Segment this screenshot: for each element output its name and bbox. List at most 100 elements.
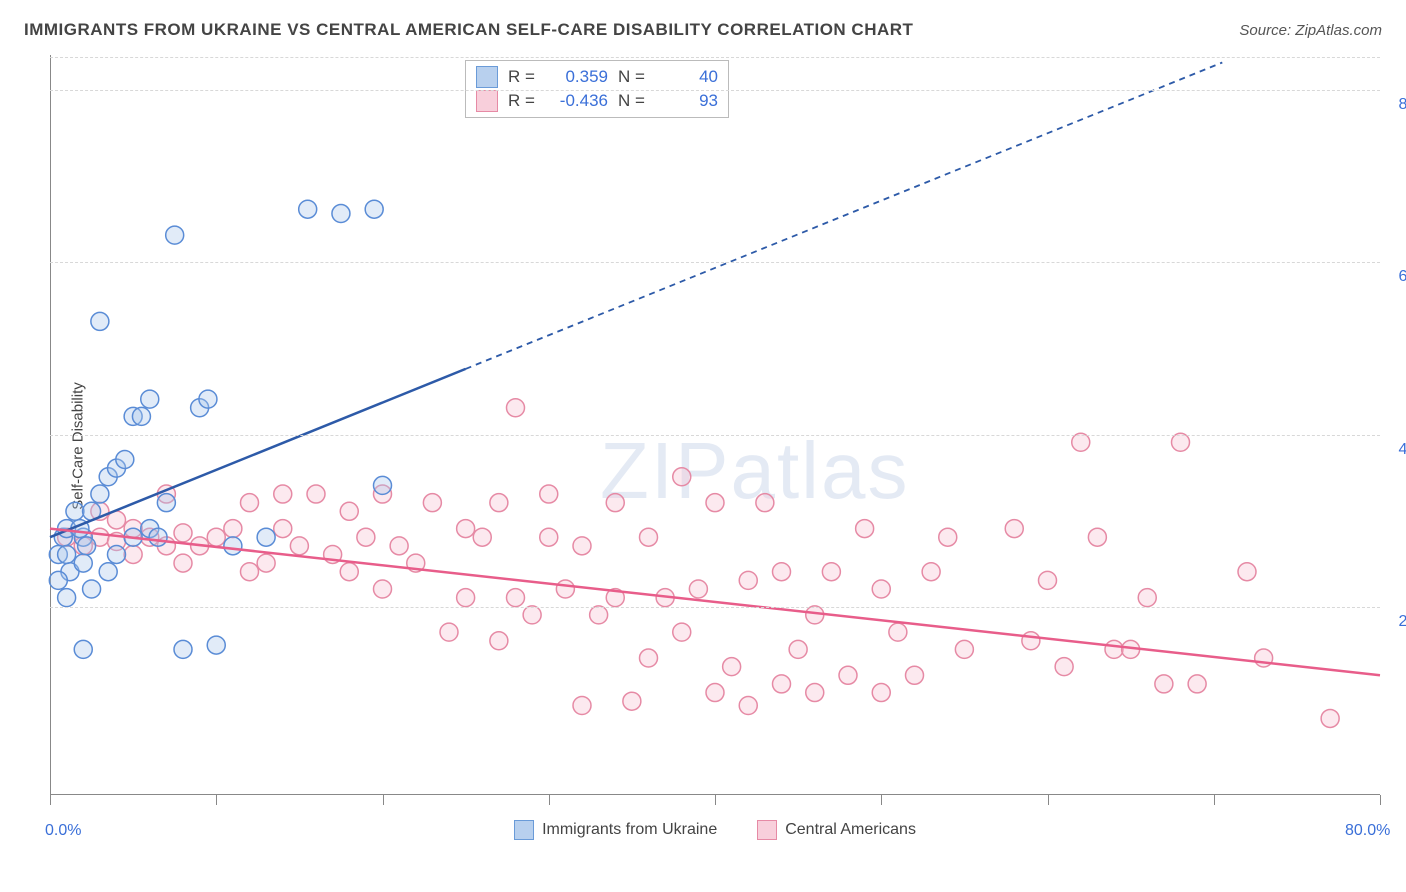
scatter-point-ukraine — [74, 640, 92, 658]
scatter-point-central — [174, 554, 192, 572]
scatter-point-central — [357, 528, 375, 546]
gridline — [50, 607, 1380, 608]
scatter-point-ukraine — [58, 545, 76, 563]
stats-row-ukraine: R = 0.359 N = 40 — [476, 65, 718, 89]
scatter-point-central — [490, 494, 508, 512]
scatter-point-central — [274, 520, 292, 538]
scatter-point-central — [340, 563, 358, 581]
scatter-point-central — [1072, 433, 1090, 451]
legend-label-central: Central Americans — [785, 821, 916, 839]
legend-label-ukraine: Immigrants from Ukraine — [542, 821, 717, 839]
scatter-point-central — [1172, 433, 1190, 451]
scatter-point-central — [1188, 675, 1206, 693]
scatter-point-central — [906, 666, 924, 684]
scatter-point-ukraine — [66, 502, 84, 520]
legend-swatch-ukraine — [514, 820, 534, 840]
x-tick — [1048, 795, 1049, 805]
scatter-point-central — [673, 623, 691, 641]
scatter-point-central — [573, 537, 591, 555]
scatter-point-central — [1105, 640, 1123, 658]
legend-item-ukraine: Immigrants from Ukraine — [514, 820, 717, 840]
gridline — [50, 57, 1380, 58]
scatter-point-central — [507, 399, 525, 417]
scatter-point-central — [773, 675, 791, 693]
scatter-point-central — [773, 563, 791, 581]
scatter-point-central — [1321, 709, 1339, 727]
scatter-point-central — [507, 589, 525, 607]
scatter-point-central — [473, 528, 491, 546]
scatter-point-central — [423, 494, 441, 512]
scatter-point-central — [257, 554, 275, 572]
chart-title: IMMIGRANTS FROM UKRAINE VS CENTRAL AMERI… — [24, 20, 913, 40]
stats-row-central: R = -0.436 N = 93 — [476, 89, 718, 113]
scatter-point-ukraine — [365, 200, 383, 218]
scatter-point-central — [856, 520, 874, 538]
scatter-point-central — [374, 580, 392, 598]
x-tick — [881, 795, 882, 805]
y-tick-label: 2.0% — [1399, 613, 1406, 631]
scatter-point-central — [706, 494, 724, 512]
y-tick-label: 4.0% — [1399, 441, 1406, 459]
scatter-point-central — [307, 485, 325, 503]
scatter-point-central — [290, 537, 308, 555]
scatter-point-central — [174, 524, 192, 542]
chart-header: IMMIGRANTS FROM UKRAINE VS CENTRAL AMERI… — [24, 20, 1382, 40]
y-tick-label: 6.0% — [1399, 268, 1406, 286]
scatter-point-central — [640, 649, 658, 667]
scatter-point-central — [224, 520, 242, 538]
scatter-point-central — [490, 632, 508, 650]
scatter-point-ukraine — [49, 571, 67, 589]
scatter-point-central — [390, 537, 408, 555]
scatter-point-central — [922, 563, 940, 581]
scatter-point-ukraine — [132, 407, 150, 425]
x-tick — [549, 795, 550, 805]
scatter-point-central — [1155, 675, 1173, 693]
scatter-point-central — [207, 528, 225, 546]
scatter-point-central — [706, 684, 724, 702]
scatter-point-central — [457, 520, 475, 538]
scatter-point-ukraine — [166, 226, 184, 244]
scatter-point-ukraine — [99, 563, 117, 581]
scatter-point-central — [789, 640, 807, 658]
gridline — [50, 435, 1380, 436]
trendline-ukraine — [50, 369, 466, 537]
scatter-point-central — [523, 606, 541, 624]
scatter-point-central — [241, 494, 259, 512]
scatter-point-central — [556, 580, 574, 598]
scatter-point-central — [955, 640, 973, 658]
scatter-point-central — [457, 589, 475, 607]
scatter-point-ukraine — [374, 476, 392, 494]
x-tick-label: 80.0% — [1345, 822, 1390, 840]
scatter-point-central — [1055, 658, 1073, 676]
scatter-point-central — [673, 468, 691, 486]
scatter-point-ukraine — [257, 528, 275, 546]
scatter-point-central — [822, 563, 840, 581]
scatter-point-central — [889, 623, 907, 641]
gridline — [50, 90, 1380, 91]
y-tick-label: 8.0% — [1399, 96, 1406, 114]
scatter-point-ukraine — [83, 580, 101, 598]
scatter-point-central — [573, 697, 591, 715]
scatter-point-central — [1039, 571, 1057, 589]
scatter-point-ukraine — [224, 537, 242, 555]
scatter-point-ukraine — [74, 554, 92, 572]
scatter-point-ukraine — [91, 312, 109, 330]
x-tick-label: 0.0% — [45, 822, 81, 840]
x-tick — [1380, 795, 1381, 805]
legend-item-central: Central Americans — [757, 820, 916, 840]
gridline — [50, 262, 1380, 263]
scatter-point-ukraine — [91, 485, 109, 503]
scatter-point-central — [939, 528, 957, 546]
swatch-central — [476, 90, 498, 112]
scatter-point-central — [806, 684, 824, 702]
trendline-central — [50, 529, 1380, 676]
scatter-point-central — [540, 485, 558, 503]
scatter-point-central — [590, 606, 608, 624]
x-tick — [50, 795, 51, 805]
scatter-point-central — [756, 494, 774, 512]
scatter-point-ukraine — [116, 451, 134, 469]
scatter-point-central — [1022, 632, 1040, 650]
bottom-legend: Immigrants from Ukraine Central American… — [50, 820, 1380, 840]
scatter-point-central — [440, 623, 458, 641]
scatter-point-central — [606, 494, 624, 512]
